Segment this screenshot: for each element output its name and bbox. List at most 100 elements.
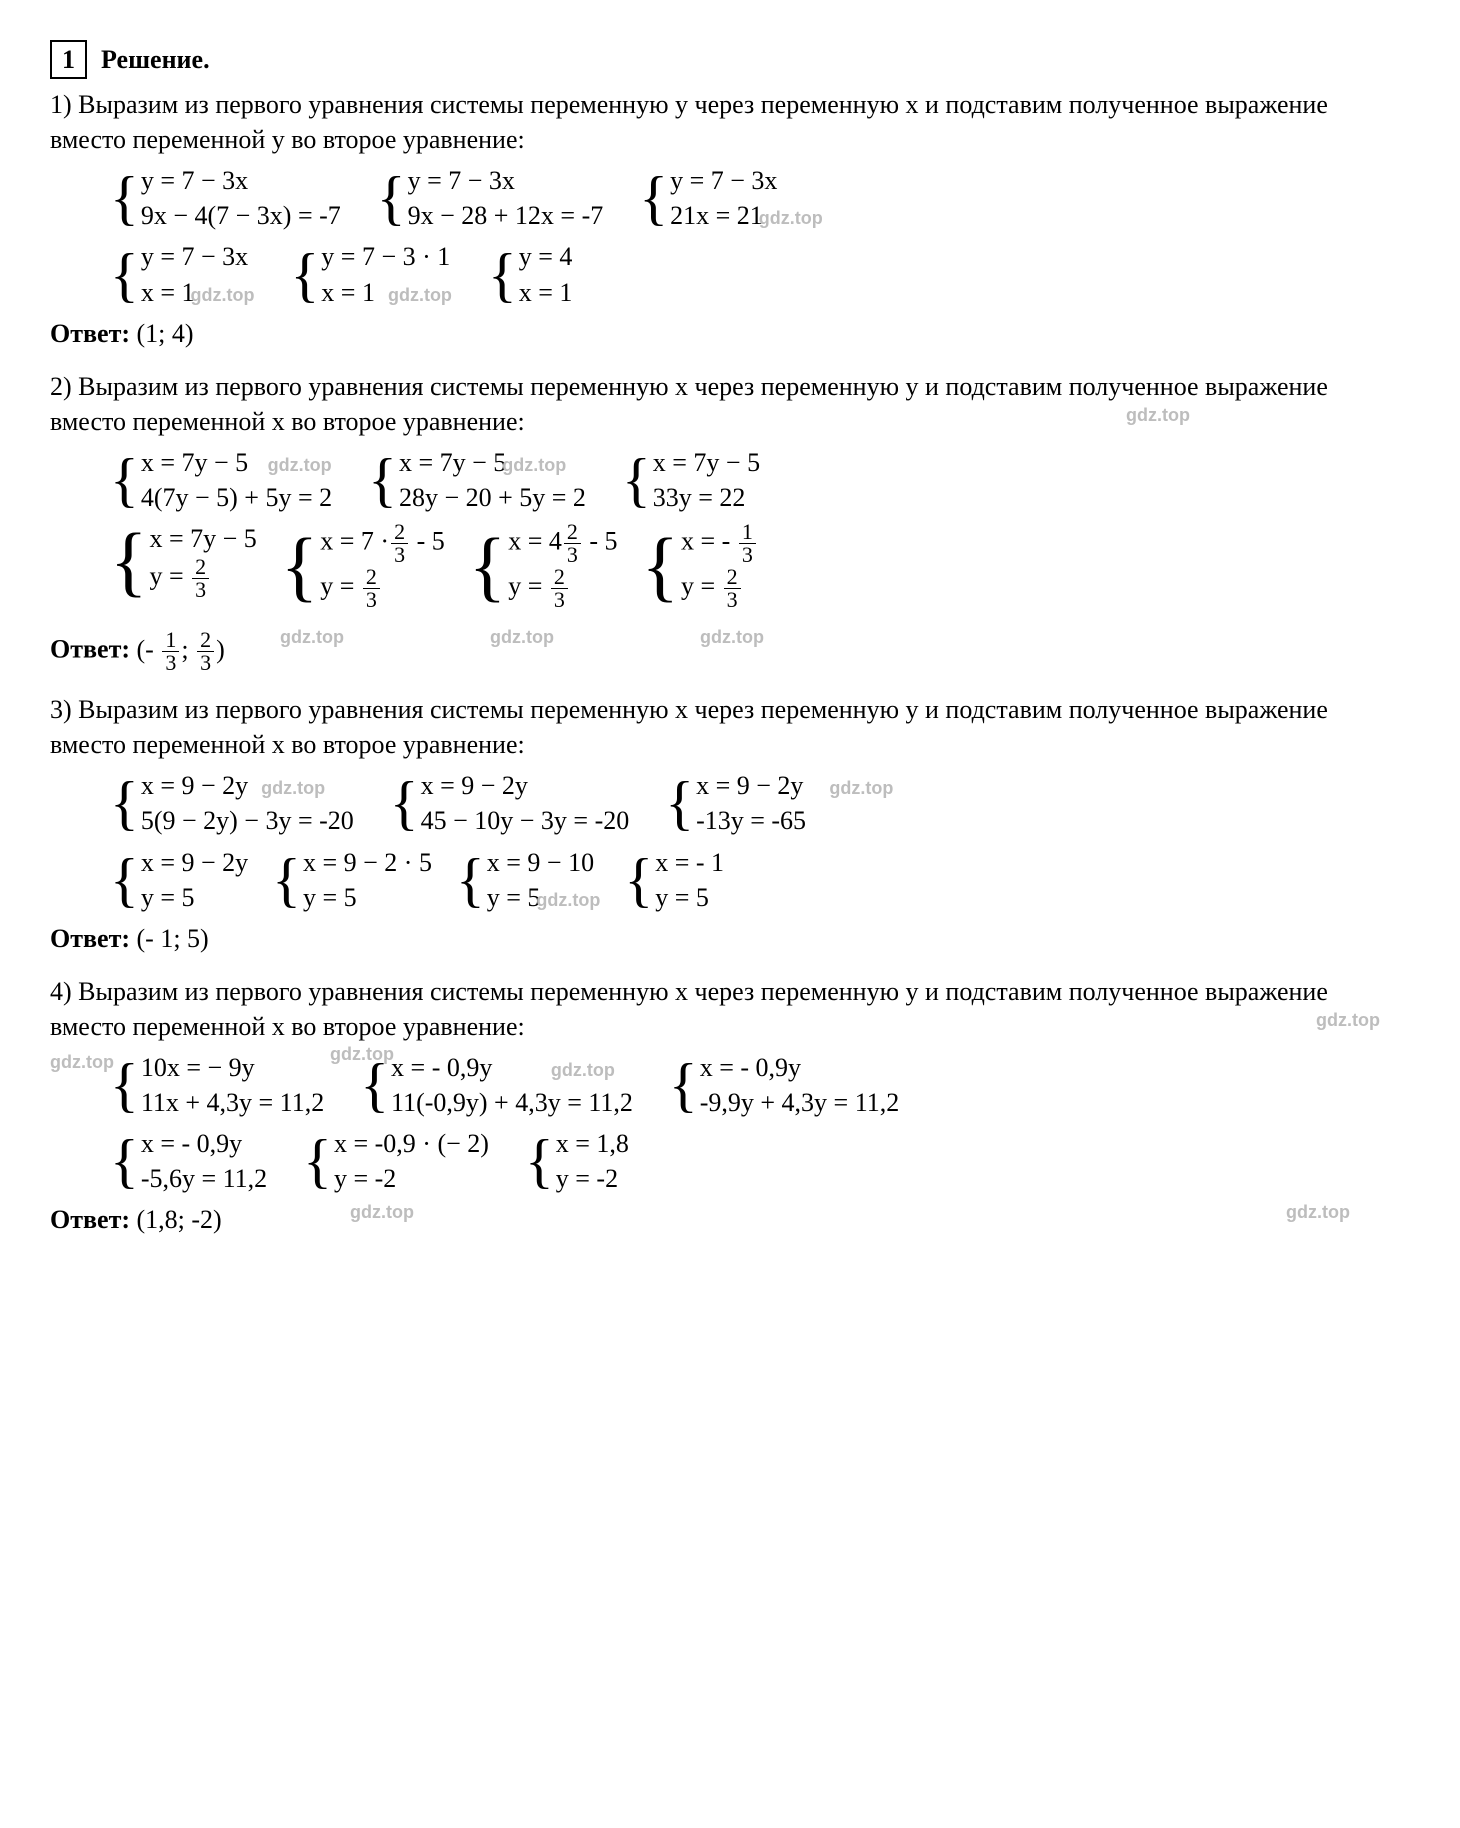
eq: x = 9 − 2y gdz.top (141, 768, 354, 803)
watermark: gdz.top (388, 285, 452, 305)
system: { y = 7 − 3xx = 1gdz.top (110, 239, 254, 309)
watermark: gdz.top (759, 208, 823, 228)
system: { x = 1,8y = -2 (525, 1126, 629, 1196)
brace-icon: { (110, 245, 139, 305)
p1-intro: 1) Выразим из первого уравнения системы … (50, 87, 1410, 157)
system: { x = 9 − 2y gdz.top-13y = -65 (665, 768, 893, 838)
eq: y = 7 − 3x (670, 163, 823, 198)
eq: x = - 13 (681, 521, 758, 566)
eq: y = -2 (334, 1161, 489, 1196)
system: { x = 9 − 2y gdz.top5(9 − 2y) − 3y = -20 (110, 768, 354, 838)
p2-intro: 2) Выразим из первого уравнения системы … (50, 369, 1410, 439)
answer-label: Ответ: (50, 1205, 130, 1234)
system: { x = - 0,9y gdz.top11(-0,9y) + 4,3y = 1… (360, 1050, 633, 1120)
eq: 9x − 4(7 − 3x) = -7 (141, 198, 341, 233)
p1-answer: Ответ: (1; 4) (50, 316, 1410, 351)
eq: 21x = 21gdz.top (670, 198, 823, 233)
brace-icon: { (456, 850, 485, 910)
eq: y = 5 (141, 880, 248, 915)
brace-icon: { (110, 168, 139, 228)
system: { x = 7y − 5 gdz.top4(7y − 5) + 5y = 2 (110, 445, 332, 515)
eq: 4(7y − 5) + 5y = 2 (141, 480, 332, 515)
brace-icon: { (525, 1131, 554, 1191)
watermark: gdz.top (829, 778, 893, 798)
eq: x = 7 ·23 - 5 (320, 521, 445, 566)
eq: y = 23 (320, 566, 445, 611)
brace-icon: { (377, 168, 406, 228)
answer-value: (1,8; -2) (137, 1205, 222, 1234)
brace-icon: { (272, 850, 301, 910)
eq: x = 7y − 5 (149, 521, 256, 556)
watermark: gdz.top (261, 778, 325, 798)
brace-icon: { (390, 773, 419, 833)
eq: x = 9 − 2y gdz.top (696, 768, 893, 803)
brace-icon: { (303, 1131, 332, 1191)
brace-icon: { (469, 527, 506, 605)
eq: y = 5gdz.top (487, 880, 601, 915)
eq: y = 23 (681, 566, 758, 611)
eq: x = 1,8 (556, 1126, 629, 1161)
system: { x = 7 ·23 - 5 y = 23 (281, 521, 445, 611)
title: Решение. (101, 42, 210, 77)
p4-row1: gdz.top { 10x = − 9y11x + 4,3y = 11,2 { … (110, 1050, 1410, 1120)
system: { x = 7y − 5 y = 23 (110, 521, 257, 601)
answer-value: (- 1; 5) (137, 924, 209, 953)
brace-icon: { (368, 450, 397, 510)
eq: 28y − 20 + 5y = 2 (399, 480, 586, 515)
system: { x = - 0,9y-9,9y + 4,3y = 11,2 (669, 1050, 899, 1120)
brace-icon: { (488, 245, 517, 305)
system: { y = 4x = 1 (488, 239, 572, 309)
brace-icon: { (642, 527, 679, 605)
watermark: gdz.top (536, 890, 600, 910)
eq: y = 7 − 3 · 1 (321, 239, 452, 274)
watermark: gdz.top (1126, 403, 1190, 427)
system: { y = 7 − 3x9x − 4(7 − 3x) = -7 (110, 163, 341, 233)
p4-row2: { x = - 0,9y-5,6y = 11,2 { x = -0,9 · (−… (110, 1126, 1410, 1196)
p3-row1: { x = 9 − 2y gdz.top5(9 − 2y) − 3y = -20… (110, 768, 1410, 838)
eq: -5,6y = 11,2 (141, 1161, 267, 1196)
system: { x = 9 − 2y45 − 10y − 3y = -20 (390, 768, 629, 838)
brace-icon: { (669, 1055, 698, 1115)
eq: y = -2 (556, 1161, 629, 1196)
answer-label: Ответ: (50, 924, 130, 953)
watermark: gdz.top (551, 1060, 615, 1080)
brace-icon: { (110, 522, 147, 600)
eq: y = 7 − 3x (141, 163, 341, 198)
eq: y = 5 (655, 880, 724, 915)
eq: -13y = -65 (696, 803, 893, 838)
eq: x = - 1 (655, 845, 724, 880)
eq: 11(-0,9y) + 4,3y = 11,2 (391, 1085, 633, 1120)
eq: y = 7 − 3x (141, 239, 255, 274)
eq: y = 7 − 3x (408, 163, 604, 198)
eq: y = 23 (149, 556, 256, 601)
eq: x = 9 − 2 · 5 (303, 845, 432, 880)
system: { 10x = − 9y11x + 4,3y = 11,2 (110, 1050, 324, 1120)
p1-row2: { y = 7 − 3xx = 1gdz.top { y = 7 − 3 · 1… (110, 239, 1410, 309)
eq: 10x = − 9y (141, 1050, 324, 1085)
brace-icon: { (110, 850, 139, 910)
eq: x = - 0,9y (700, 1050, 900, 1085)
system: { x = -0,9 · (− 2)y = -2 (303, 1126, 489, 1196)
eq: x = - 0,9y gdz.top (391, 1050, 633, 1085)
p2-answer: Ответ: (- 13; 23) (50, 629, 1410, 674)
system: { x = - 13 y = 23 (642, 521, 758, 611)
system: { x = 9 − 10y = 5gdz.top (456, 845, 600, 915)
eq: 45 − 10y − 3y = -20 (421, 803, 630, 838)
brace-icon: { (360, 1055, 389, 1115)
p4-answer: Ответ: (1,8; -2) (50, 1202, 1410, 1237)
brace-icon: { (290, 245, 319, 305)
eq: x = 1gdz.top (141, 275, 255, 310)
brace-icon: { (622, 450, 651, 510)
eq: x = 7y − 5 gdz.top (141, 445, 332, 480)
eq: x = 1 gdz.top (321, 275, 452, 310)
watermark: gdz.top (502, 455, 566, 475)
heading: 1 Решение. (50, 40, 1410, 79)
watermark: gdz.top (1316, 1008, 1380, 1032)
brace-icon: { (639, 168, 668, 228)
answer-value: (- 13; 23) (137, 635, 225, 664)
system: { y = 7 − 3x21x = 21gdz.top (639, 163, 822, 233)
eq: x = 1 (519, 275, 573, 310)
p2-row1: { x = 7y − 5 gdz.top4(7y − 5) + 5y = 2 {… (110, 445, 1410, 515)
eq: x = 7y − 5gdz.top (399, 445, 586, 480)
eq: x = -0,9 · (− 2) (334, 1126, 489, 1161)
